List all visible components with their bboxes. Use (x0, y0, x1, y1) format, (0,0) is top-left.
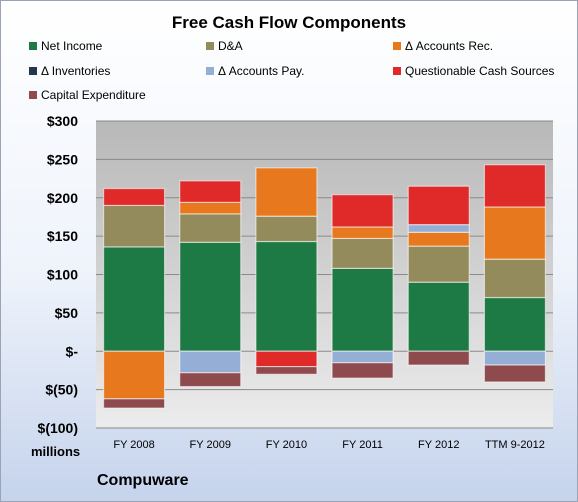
bar-segment (483, 296, 547, 352)
bars (102, 164, 547, 409)
bar-segment (179, 350, 242, 374)
bar-segment (483, 364, 547, 383)
legend-label: Questionable Cash Sources (405, 64, 555, 78)
bar-segment (102, 187, 166, 207)
bar-segment (179, 241, 242, 352)
company-name: Compuware (97, 472, 189, 489)
y-axis: $300 $250 $200 $150 $100 $50 $- $(50) $(100) (38, 113, 79, 436)
bar-segment (483, 258, 547, 299)
bar-segment (102, 204, 166, 248)
bar-segment (331, 226, 394, 240)
legend-item: D&A (206, 39, 243, 53)
legend-swatch (29, 67, 37, 75)
bar-segment (102, 246, 166, 352)
y-tick-label: $50 (55, 305, 79, 321)
bar-segment (407, 245, 470, 283)
bar-segment (407, 350, 470, 366)
legend-item: Δ Accounts Pay. (206, 64, 305, 78)
legend-label: Δ Inventories (41, 64, 111, 78)
bar-segment (407, 185, 470, 226)
y-tick-label: $200 (47, 190, 78, 206)
legend-swatch (393, 67, 401, 75)
legend-swatch (29, 91, 37, 99)
y-tick-label: $- (66, 343, 79, 359)
legend-label: Δ Accounts Pay. (218, 64, 305, 78)
bar-segment (407, 281, 470, 352)
bar-segment (179, 372, 242, 388)
bar-segment (102, 398, 166, 409)
x-tick-label: TTM 9-2012 (485, 439, 545, 451)
legend-item: Δ Inventories (29, 64, 110, 78)
bar-segment (483, 350, 547, 366)
y-tick-label: $100 (47, 267, 78, 283)
chart-plot: $300 $250 $200 $150 $100 $50 $- $(50) $(100) FY … (38, 113, 553, 451)
bar-segment (407, 224, 470, 233)
bar-segment (331, 362, 394, 379)
legend-swatch (29, 42, 37, 50)
legend-label: Δ Accounts Rec. (405, 39, 494, 53)
legend-item: Questionable Cash Sources (393, 64, 554, 78)
x-tick-label: FY 2010 (266, 439, 307, 451)
x-axis: FY 2008 FY 2009 FY 2010 FY 2011 FY 2012 TTM 9… (113, 439, 544, 451)
bar-segment (179, 180, 242, 203)
bar-segment (179, 213, 242, 243)
bar-segment (255, 350, 318, 368)
y-tick-label: $300 (47, 113, 78, 129)
legend-item: Net Income (29, 39, 102, 53)
legend-item: Capital Expenditure (29, 88, 146, 102)
bar-segment (255, 240, 318, 352)
y-tick-label: $150 (47, 228, 78, 244)
bar-segment (255, 215, 318, 243)
legend-label: Capital Expenditure (41, 88, 146, 102)
bar-segment (102, 350, 166, 400)
bar-segment (407, 231, 470, 247)
gridlines (96, 120, 553, 429)
x-tick-label: FY 2012 (418, 439, 459, 451)
x-tick-label: FY 2008 (113, 439, 154, 451)
bar-segment (331, 267, 394, 352)
bar-segment (483, 164, 547, 208)
legend-label: D&A (218, 39, 243, 53)
x-tick-label: FY 2011 (342, 439, 383, 451)
legend-swatch (206, 67, 214, 75)
bar-segment (331, 194, 394, 228)
unit-label: millions (31, 444, 81, 459)
bar-segment (331, 237, 394, 269)
y-tick-label: $(50) (45, 382, 78, 398)
chart-title: Free Cash Flow Components (171, 13, 407, 32)
bar-segment (255, 167, 318, 217)
y-tick-label: $(100) (38, 420, 78, 436)
legend-label: Net Income (41, 39, 103, 53)
bar-segment (179, 201, 242, 215)
x-tick-label: FY 2009 (190, 439, 231, 451)
legend-swatch (206, 42, 214, 50)
legend-swatch (393, 42, 401, 50)
bar-segment (255, 366, 318, 375)
bar-segment (483, 206, 547, 260)
bar-segment (331, 350, 394, 364)
legend-item: Δ Accounts Rec. (393, 39, 493, 53)
y-tick-label: $250 (47, 151, 78, 167)
